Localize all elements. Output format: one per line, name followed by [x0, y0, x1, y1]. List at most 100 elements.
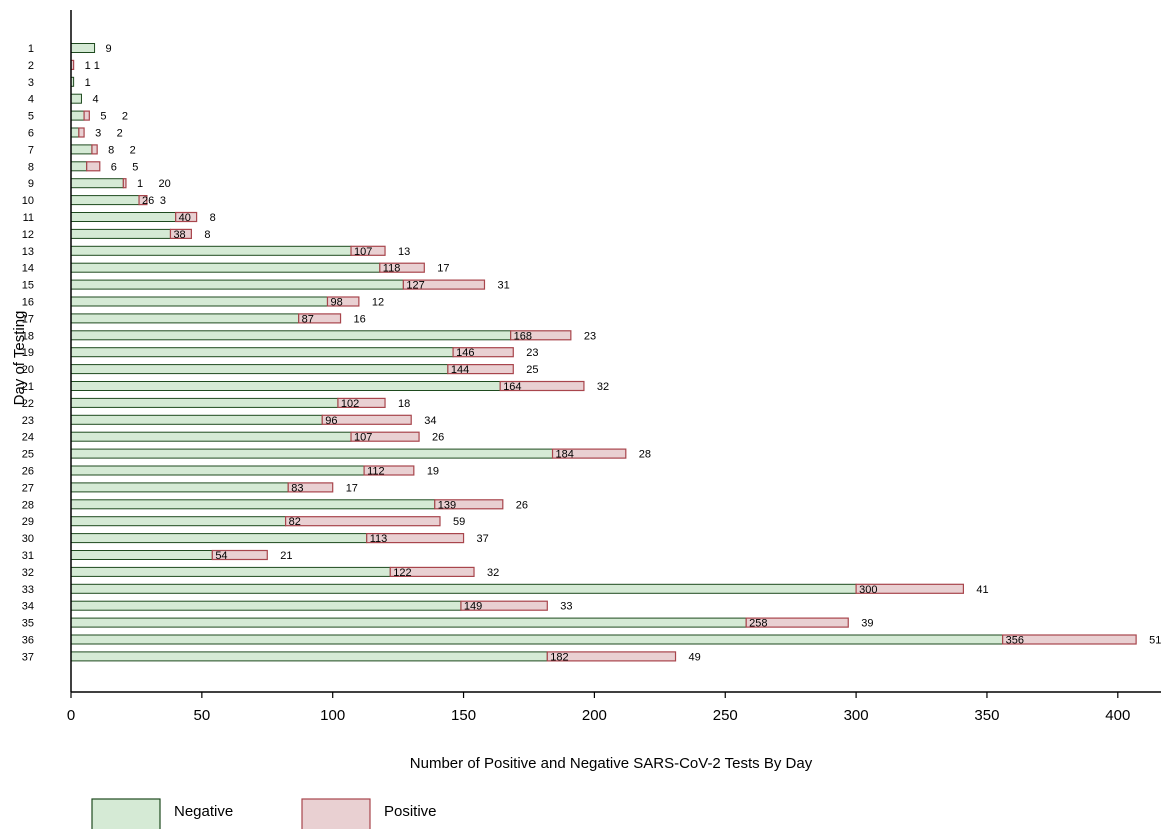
bar-negative: [70, 178, 124, 189]
bar-negative: [70, 516, 287, 527]
bar-positive: [350, 431, 420, 442]
data-label-negative: 107: [354, 246, 372, 258]
data-label-negative: 83: [291, 482, 303, 494]
y-tick-label: 24: [22, 432, 34, 444]
data-label-positive: 1 1: [85, 60, 100, 72]
data-label-positive: 3: [160, 195, 166, 207]
data-label-negative: 113: [370, 533, 388, 545]
bar-negative: [70, 465, 365, 476]
data-label-positive: 13: [398, 246, 410, 258]
data-label-positive: 32: [487, 567, 499, 579]
data-label-negative: 144: [451, 364, 469, 376]
y-tick-label: 6: [28, 128, 34, 140]
bar-positive: [366, 532, 465, 544]
data-label-negative: 40: [179, 212, 191, 224]
bar-positive: [389, 566, 475, 578]
y-tick-label: 16: [22, 297, 34, 309]
legend-positive-swatch: [301, 798, 371, 829]
bar-negative: [70, 144, 93, 155]
y-tick-label: 3: [28, 77, 34, 89]
y-tick-label: 32: [22, 567, 34, 579]
legend-positive-label: Positive: [384, 803, 437, 820]
y-tick-label: 25: [22, 449, 34, 461]
data-label-negative: 8: [108, 144, 114, 156]
data-label-positive: 26: [516, 499, 528, 511]
bar-negative: [70, 482, 289, 493]
bar-negative: [70, 212, 177, 222]
data-label-negative: 149: [464, 601, 482, 613]
data-label-positive: 2: [130, 144, 136, 156]
bar-positive: [363, 465, 415, 476]
bar-positive: [402, 279, 486, 290]
bar-negative: [70, 414, 323, 425]
data-label-negative: 26: [142, 195, 154, 207]
bar-positive: [169, 228, 192, 239]
x-tick-label: 200: [582, 707, 607, 724]
bar-negative: [70, 161, 88, 172]
bar-negative: [70, 499, 436, 510]
x-tick-label: 400: [1105, 707, 1130, 724]
bar-positive: [122, 178, 127, 189]
data-label-positive: 23: [526, 347, 538, 359]
legend-negative-swatch: [91, 798, 161, 829]
data-label-negative: 6: [111, 161, 117, 173]
y-tick-label: 23: [22, 415, 34, 427]
bar-positive: [138, 195, 148, 206]
data-label-negative: 118: [383, 263, 401, 275]
bar-positive: [321, 414, 412, 425]
bar-positive: [350, 245, 386, 256]
x-tick-label: 350: [974, 707, 999, 724]
bar-negative: [70, 110, 85, 121]
x-tick-label: 50: [194, 707, 211, 724]
bar-negative: [70, 651, 548, 662]
bar-positive: [745, 617, 849, 628]
bar-negative: [70, 583, 857, 594]
bar-positive: [91, 144, 98, 155]
y-tick-label: 29: [22, 516, 34, 528]
y-tick-label: 8: [28, 161, 34, 173]
legend: Negative Positive: [91, 798, 437, 829]
data-label-negative: 102: [341, 398, 359, 410]
bar-positive: [337, 397, 386, 408]
bar-negative: [70, 448, 554, 459]
data-label-positive: 12: [372, 297, 384, 309]
bar-positive: [287, 482, 334, 493]
bar-positive: [284, 516, 441, 527]
bar-negative: [70, 600, 462, 611]
bar-positive: [78, 127, 85, 138]
y-tick-label: 5: [28, 111, 34, 123]
y-tick-label: 2: [28, 60, 34, 72]
bar-positive: [499, 380, 585, 392]
data-label-negative: 82: [289, 516, 301, 528]
data-label-negative: 139: [438, 499, 456, 511]
bar-negative: [70, 397, 339, 408]
data-label-positive: 18: [398, 398, 410, 410]
bar-positive: [510, 330, 572, 341]
data-label-negative: 5: [100, 111, 106, 123]
data-label-negative: 1: [137, 178, 143, 190]
bar-negative: [70, 566, 391, 577]
y-tick-label: 4: [28, 94, 34, 106]
data-label-positive: 59: [453, 516, 465, 528]
y-tick-label: 33: [22, 584, 34, 596]
data-label-negative: 107: [354, 432, 372, 444]
y-tick-label: 17: [22, 313, 34, 325]
data-label-positive: 31: [497, 280, 509, 292]
data-label-positive: 8: [210, 212, 216, 224]
axes-layer: 0 50 100 150 200 250 300 350 400: [67, 10, 1161, 724]
bar-positive: [452, 347, 514, 358]
y-tick-label: 28: [22, 499, 34, 511]
y-tick-label: 20: [22, 364, 34, 376]
y-tick-label: 19: [22, 347, 34, 359]
data-label-negative: 112: [367, 466, 385, 478]
y-tick-label: 15: [22, 280, 34, 292]
x-axis-title: Number of Positive and Negative SARS-CoV…: [410, 755, 813, 772]
bar-positive: [1002, 634, 1137, 645]
data-label-negative: 38: [173, 229, 185, 241]
bar-negative: [70, 313, 300, 324]
data-label-negative: 98: [330, 297, 342, 309]
data-label-positive: 51: [1149, 635, 1161, 647]
bar-positive: [434, 499, 504, 510]
y-tick-label: 26: [22, 466, 34, 478]
